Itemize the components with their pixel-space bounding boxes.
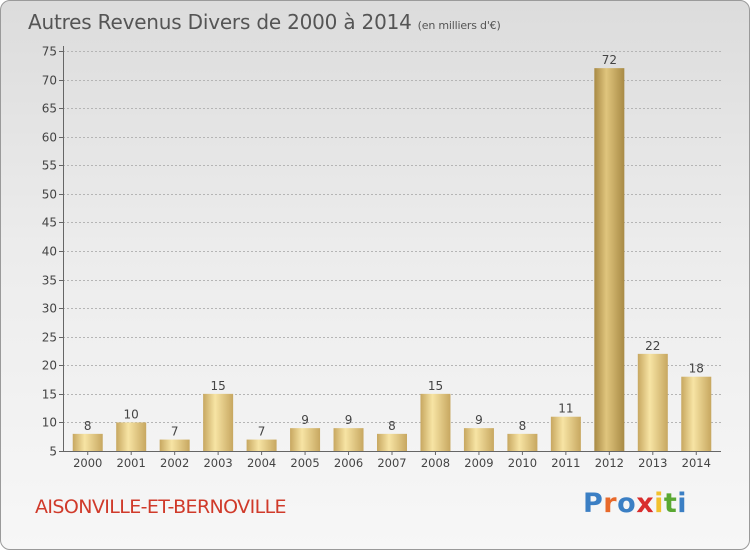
x-tick-label: 2014 (682, 456, 711, 470)
x-tick-label: 2011 (551, 456, 580, 470)
x-tick-label: 2005 (290, 456, 319, 470)
bar-value-label: 7 (258, 425, 266, 439)
bar-value-label: 18 (689, 362, 704, 376)
y-tick-label: 15 (42, 388, 57, 402)
y-tick-label: 70 (42, 74, 57, 88)
bar (290, 428, 321, 451)
bar-value-label: 8 (84, 419, 92, 433)
y-tick-label: 30 (42, 302, 57, 316)
chart-title: Autres Revenus Divers de 2000 à 2014 (en … (28, 10, 501, 34)
bar (203, 393, 234, 451)
x-tick-label: 2003 (203, 456, 232, 470)
bar-value-label: 15 (428, 379, 443, 393)
bar (594, 68, 625, 452)
x-tick-label: 2012 (595, 456, 624, 470)
y-tick-label: 55 (42, 159, 57, 173)
title-text: Autres Revenus Divers de 2000 à 2014 (28, 10, 412, 34)
bar (507, 433, 538, 451)
proxiti-logo[interactable]: Proxiti (583, 488, 687, 519)
bar (420, 393, 451, 451)
bar-value-label: 11 (558, 402, 573, 416)
x-tick-label: 2002 (160, 456, 189, 470)
y-tick-label: 75 (42, 45, 57, 59)
bar (681, 376, 712, 451)
bar (637, 353, 668, 451)
bar (463, 428, 494, 451)
x-tick-label: 2001 (117, 456, 146, 470)
x-tick-label: 2004 (247, 456, 276, 470)
bar-value-label: 9 (475, 413, 483, 427)
commune-name: AISONVILLE-ET-BERNOVILLE (35, 496, 287, 518)
x-tick-label: 2010 (508, 456, 537, 470)
logo-letter: i (654, 488, 664, 519)
bar (377, 433, 407, 451)
y-tick-label: 45 (42, 216, 57, 230)
bar-value-label: 9 (301, 413, 309, 427)
bar (246, 439, 277, 451)
x-tick-label: 2006 (334, 456, 363, 470)
bar-value-label: 22 (645, 339, 660, 353)
y-tick-label: 35 (42, 274, 57, 288)
bar-value-label: 72 (602, 53, 617, 67)
logo-letter: r (603, 488, 618, 519)
x-tick-label: 2009 (464, 456, 493, 470)
logo-letter: o (617, 488, 637, 519)
y-tick-label: 10 (42, 416, 57, 430)
bar-value-label: 8 (388, 419, 396, 433)
bar (159, 439, 190, 451)
x-tick-label: 2000 (73, 456, 102, 470)
chart-subtitle: (en milliers d'€) (417, 19, 501, 32)
bar (116, 422, 147, 451)
logo-letter: x (636, 488, 655, 519)
bar (333, 428, 364, 451)
x-tick-label: 2008 (421, 456, 450, 470)
x-tick-label: 2007 (377, 456, 406, 470)
bar-value-label: 7 (171, 425, 179, 439)
y-tick-label: 50 (42, 188, 57, 202)
bar-value-label: 10 (124, 407, 139, 421)
y-tick-label: 65 (42, 102, 57, 116)
logo-letter: i (677, 488, 688, 519)
bar (550, 416, 581, 451)
y-tick-label: 40 (42, 245, 57, 259)
x-tick-label: 2013 (638, 456, 667, 470)
y-tick-label: 20 (42, 359, 57, 373)
y-tick-label: 25 (42, 331, 57, 345)
logo-letter: P (583, 488, 604, 519)
logo-letter: t (663, 488, 678, 519)
bar (72, 433, 103, 451)
y-tick-label: 5 (49, 445, 57, 459)
bar-value-label: 15 (210, 379, 225, 393)
y-tick-label: 60 (42, 131, 57, 145)
bar-value-label: 9 (345, 413, 353, 427)
bar-value-label: 8 (519, 419, 527, 433)
